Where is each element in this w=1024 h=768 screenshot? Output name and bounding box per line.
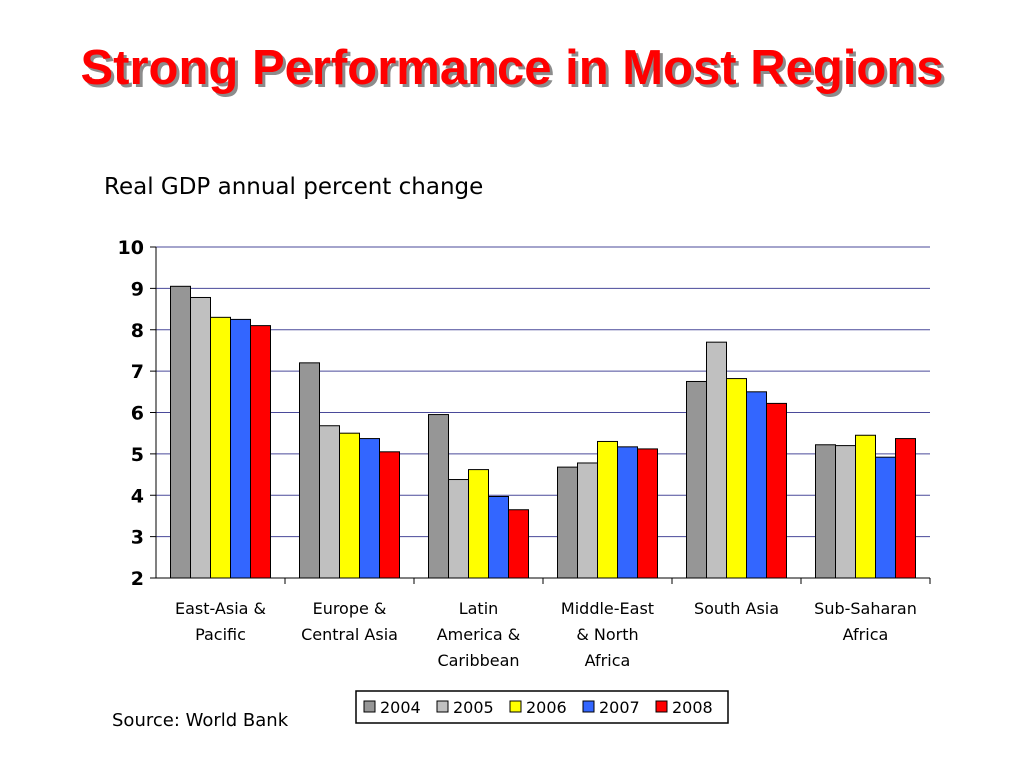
bar bbox=[428, 414, 449, 579]
bar bbox=[637, 448, 658, 579]
bar bbox=[190, 296, 211, 579]
x-tick-label: Caribbean bbox=[437, 651, 519, 670]
bar bbox=[299, 362, 320, 579]
x-tick-label: & North bbox=[576, 625, 638, 644]
bar bbox=[766, 402, 787, 579]
legend-label: 2007 bbox=[599, 698, 640, 717]
y-tick-label: 3 bbox=[131, 527, 144, 549]
x-tick-label: Africa bbox=[843, 625, 889, 644]
bar bbox=[508, 509, 529, 579]
bar bbox=[250, 325, 271, 579]
x-tick-label: Pacific bbox=[195, 625, 246, 644]
legend-label: 2006 bbox=[526, 698, 567, 717]
y-tick-label: 5 bbox=[131, 444, 144, 466]
bar bbox=[875, 456, 896, 579]
x-tick-label: Africa bbox=[585, 651, 631, 670]
bar bbox=[597, 440, 618, 579]
bar bbox=[170, 285, 191, 579]
bar bbox=[726, 378, 747, 579]
bar bbox=[468, 469, 489, 579]
x-tick-label: Europe & bbox=[313, 599, 387, 618]
bar bbox=[686, 380, 707, 579]
y-tick-label: 2 bbox=[131, 568, 144, 590]
x-tick-label: South Asia bbox=[694, 599, 779, 618]
legend: 2004 2005 2006 2007 2008 bbox=[355, 690, 729, 724]
gridlines bbox=[156, 246, 930, 538]
bar bbox=[488, 495, 509, 579]
legend-swatch bbox=[655, 700, 668, 713]
legend-label: 2004 bbox=[380, 698, 421, 717]
bar bbox=[835, 445, 856, 579]
y-tick-label: 10 bbox=[118, 237, 144, 259]
bar bbox=[577, 462, 598, 579]
y-axis-ticks: 2 3 4 5 6 7 8 9 10 bbox=[118, 237, 144, 590]
bar bbox=[746, 391, 767, 579]
y-tick-label: 9 bbox=[131, 278, 144, 300]
legend-swatch bbox=[363, 700, 376, 713]
y-tick-label: 7 bbox=[131, 361, 144, 383]
bar bbox=[617, 446, 638, 579]
slide-title: Strong Performance in Most Regions bbox=[80, 41, 944, 95]
y-tick-label: 6 bbox=[131, 403, 144, 425]
y-tick-label: 8 bbox=[131, 320, 144, 342]
x-tick-label: Latin bbox=[459, 599, 499, 618]
legend-label: 2008 bbox=[672, 698, 713, 717]
bar bbox=[895, 438, 916, 579]
source-note: Source: World Bank bbox=[112, 710, 289, 731]
bar bbox=[815, 444, 836, 579]
bar bbox=[359, 438, 380, 579]
bar bbox=[448, 479, 469, 579]
bar bbox=[319, 425, 340, 579]
chart-title: Real GDP annual percent change bbox=[104, 174, 484, 200]
x-axis-ticks: East-Asia & Pacific Europe & Central Asia La… bbox=[175, 599, 917, 670]
y-tick-label: 4 bbox=[131, 485, 144, 507]
axes bbox=[150, 246, 931, 584]
x-tick-label: Sub-Saharan bbox=[814, 599, 917, 618]
bar bbox=[557, 466, 578, 579]
x-tick-label: Middle-East bbox=[561, 599, 654, 618]
legend-swatch bbox=[582, 700, 595, 713]
bar bbox=[339, 432, 360, 579]
legend-label: 2005 bbox=[453, 698, 494, 717]
bar bbox=[379, 451, 400, 579]
x-tick-label: East-Asia & bbox=[175, 599, 266, 618]
bar bbox=[230, 318, 251, 579]
bar bbox=[855, 434, 876, 579]
bar bbox=[210, 316, 231, 579]
legend-swatch bbox=[436, 700, 449, 713]
x-tick-label: Central Asia bbox=[301, 625, 398, 644]
bar bbox=[706, 341, 727, 579]
x-tick-label: America & bbox=[437, 625, 521, 644]
legend-swatch bbox=[509, 700, 522, 713]
